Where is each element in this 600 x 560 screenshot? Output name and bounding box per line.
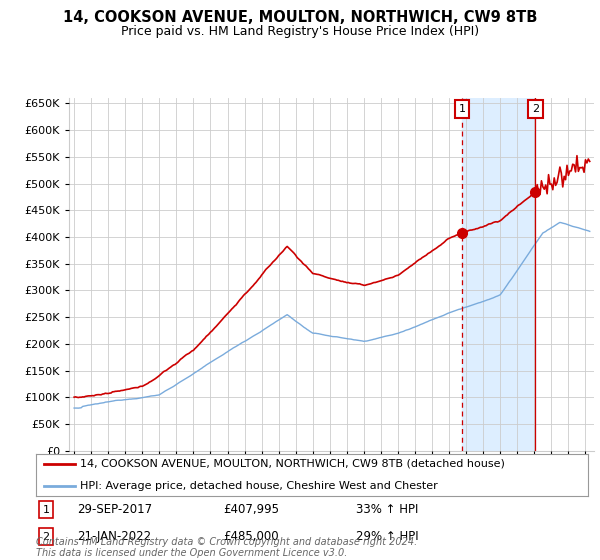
Text: Price paid vs. HM Land Registry's House Price Index (HPI): Price paid vs. HM Land Registry's House … (121, 25, 479, 38)
Text: HPI: Average price, detached house, Cheshire West and Chester: HPI: Average price, detached house, Ches… (80, 480, 438, 491)
Text: 14, COOKSON AVENUE, MOULTON, NORTHWICH, CW9 8TB: 14, COOKSON AVENUE, MOULTON, NORTHWICH, … (63, 10, 537, 25)
Text: 29-SEP-2017: 29-SEP-2017 (77, 503, 152, 516)
Text: 33% ↑ HPI: 33% ↑ HPI (356, 503, 419, 516)
Text: 29% ↑ HPI: 29% ↑ HPI (356, 530, 419, 543)
Text: 1: 1 (458, 104, 466, 114)
Bar (462, 98, 535, 451)
Text: 14, COOKSON AVENUE, MOULTON, NORTHWICH, CW9 8TB (detached house): 14, COOKSON AVENUE, MOULTON, NORTHWICH, … (80, 459, 505, 469)
Text: 2: 2 (43, 531, 50, 542)
Text: 1: 1 (43, 505, 50, 515)
Text: Contains HM Land Registry data © Crown copyright and database right 2024.
This d: Contains HM Land Registry data © Crown c… (36, 536, 417, 558)
Text: £407,995: £407,995 (224, 503, 280, 516)
Text: 21-JAN-2022: 21-JAN-2022 (77, 530, 152, 543)
Text: 2: 2 (532, 104, 539, 114)
Text: £485,000: £485,000 (224, 530, 280, 543)
